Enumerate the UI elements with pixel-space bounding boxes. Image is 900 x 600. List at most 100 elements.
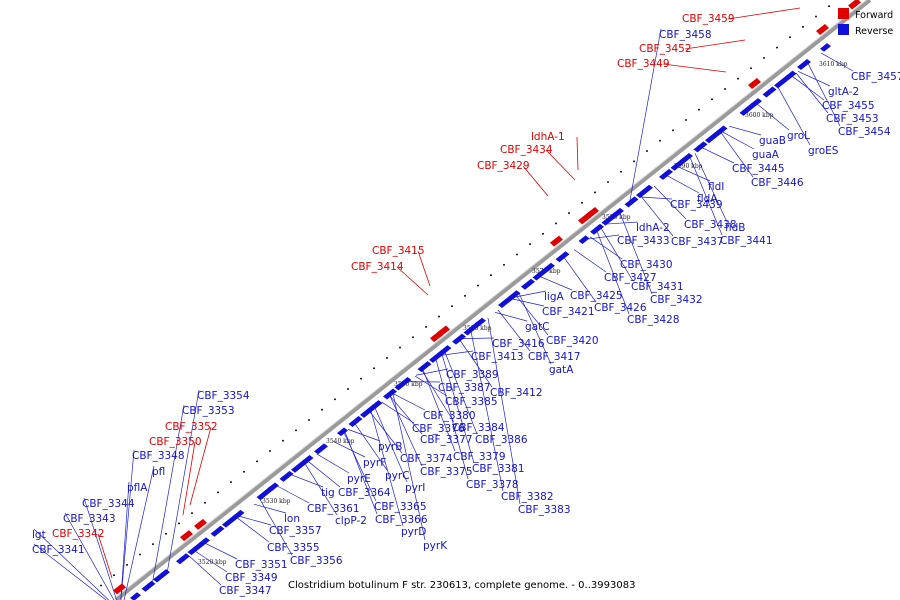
forward-gene	[748, 78, 761, 90]
gene-label-pyrd: pyrD	[401, 526, 426, 538]
reverse-gene	[417, 361, 432, 373]
scale-tick-label: 3600 kbp	[745, 112, 774, 119]
reverse-leader	[689, 157, 723, 236]
forward-gene	[437, 325, 450, 337]
gene-label-cbf-3384: CBF_3384	[452, 422, 505, 434]
forward-leader	[189, 426, 212, 506]
forward-leader	[727, 7, 801, 20]
gene-label-cbf-3414: CBF_3414	[351, 261, 404, 273]
gene-label-cbf-3356: CBF_3356	[290, 555, 343, 567]
gene-label-cbf-3378: CBF_3378	[466, 479, 519, 491]
gene-label-grol: groL	[787, 130, 810, 142]
gene-label-cbf-3343: CBF_3343	[63, 513, 116, 525]
reverse-leader	[666, 175, 700, 194]
forward-leader	[522, 165, 549, 197]
gene-label-cbf-3455: CBF_3455	[822, 100, 875, 112]
reverse-leader	[720, 132, 754, 178]
label-leaders	[33, 7, 854, 600]
gene-label-cbf-3454: CBF_3454	[838, 126, 891, 138]
gene-label-pyri: pyrI	[405, 482, 425, 494]
gene-label-cbf-3453: CBF_3453	[826, 113, 879, 125]
gene-label-cbf-3355: CBF_3355	[267, 542, 320, 554]
gene-label-cbf-3429: CBF_3429	[477, 160, 530, 172]
gene-label-cbf-3432: CBF_3432	[650, 294, 703, 306]
tick-dot	[802, 26, 804, 28]
reverse-leader	[511, 298, 545, 307]
reverse-gene	[429, 349, 446, 363]
gene-label-cbf-3375: CBF_3375	[420, 466, 473, 478]
reverse-gene	[613, 207, 624, 217]
forward-gene	[848, 0, 861, 10]
gene-label-groes: groES	[808, 145, 839, 157]
tick-dot	[256, 460, 258, 463]
reverse-gene	[590, 223, 604, 235]
tick-dot	[503, 264, 505, 266]
tick-dot	[204, 501, 206, 504]
scale-tick-label: 3530 kbp	[262, 498, 291, 505]
gene-label-flda: fldA	[697, 193, 718, 205]
tick-dot	[776, 46, 778, 49]
gene-label-cbf-3376: CBF_3376	[412, 423, 465, 435]
gene-label-cbf-3458: CBF_3458	[659, 29, 712, 41]
tick-dot	[568, 212, 570, 214]
forward-leader	[417, 250, 431, 287]
tick-dots	[100, 5, 830, 587]
reverse-leader	[83, 497, 117, 600]
reverse-leader	[276, 485, 310, 504]
reverse-gene	[440, 345, 452, 354]
tick-dot	[243, 470, 245, 473]
reverse-leader	[586, 234, 620, 240]
reverse-leader	[596, 231, 630, 315]
gene-label-cbf-3417: CBF_3417	[528, 351, 581, 363]
reverse-leader	[461, 337, 495, 340]
reverse-gene	[256, 486, 274, 501]
reverse-leader	[316, 453, 350, 474]
forward-gene	[816, 23, 829, 35]
gene-label-cbf-3427: CBF_3427	[604, 272, 657, 284]
tick-dot	[217, 491, 219, 494]
tick-dot	[607, 181, 609, 183]
reverse-leader	[389, 395, 423, 435]
gene-label-cbf-3413: CBF_3413	[471, 351, 524, 363]
tick-dot	[633, 160, 635, 163]
tick-dot	[464, 295, 466, 297]
reverse-gene	[624, 196, 639, 208]
gene-label-cbf-3439: CBF_3439	[670, 199, 723, 211]
reverse-gene	[670, 157, 688, 171]
tick-dot	[373, 367, 375, 370]
gene-label-cbf-3379: CBF_3379	[453, 451, 506, 463]
reverse-leader	[701, 147, 735, 164]
gene-label-guaa: guaA	[752, 149, 780, 161]
forward-gene	[578, 213, 591, 225]
tick-dot	[399, 346, 401, 349]
reverse-gene	[176, 553, 190, 565]
gene-label-cbf-3354: CBF_3354	[197, 390, 250, 402]
gene-label-cbf-3348: CBF_3348	[132, 450, 185, 462]
scale-tick-label: 3550 kbp	[394, 381, 423, 388]
gene-label-cbf-3351: CBF_3351	[235, 559, 288, 571]
gene-label-pfla: pflA	[127, 482, 148, 494]
tick-dot	[360, 377, 362, 380]
gene-label-cbf-3374: CBF_3374	[400, 453, 453, 465]
reverse-gene	[360, 404, 377, 418]
gene-label-cbf-3437: CBF_3437	[671, 236, 724, 248]
tick-dot	[425, 326, 427, 328]
gene-label-cbf-3353: CBF_3353	[182, 405, 235, 417]
reverse-gene	[659, 168, 673, 180]
reverse-gene	[555, 251, 570, 263]
tick-dot	[438, 315, 440, 318]
tick-dot	[321, 408, 323, 411]
gene-label-cbf-3457: CBF_3457	[851, 71, 900, 83]
reverse-gene	[682, 152, 693, 162]
tick-dot	[178, 522, 180, 525]
tick-dot	[828, 5, 830, 7]
reverse-gene	[544, 262, 555, 272]
reverse-leader	[188, 555, 222, 586]
reverse-gene	[820, 43, 831, 52]
tick-dot	[269, 450, 271, 452]
gene-label-cbf-3383: CBF_3383	[518, 504, 571, 516]
tick-dot	[711, 98, 713, 101]
reverse-gene	[153, 569, 170, 583]
